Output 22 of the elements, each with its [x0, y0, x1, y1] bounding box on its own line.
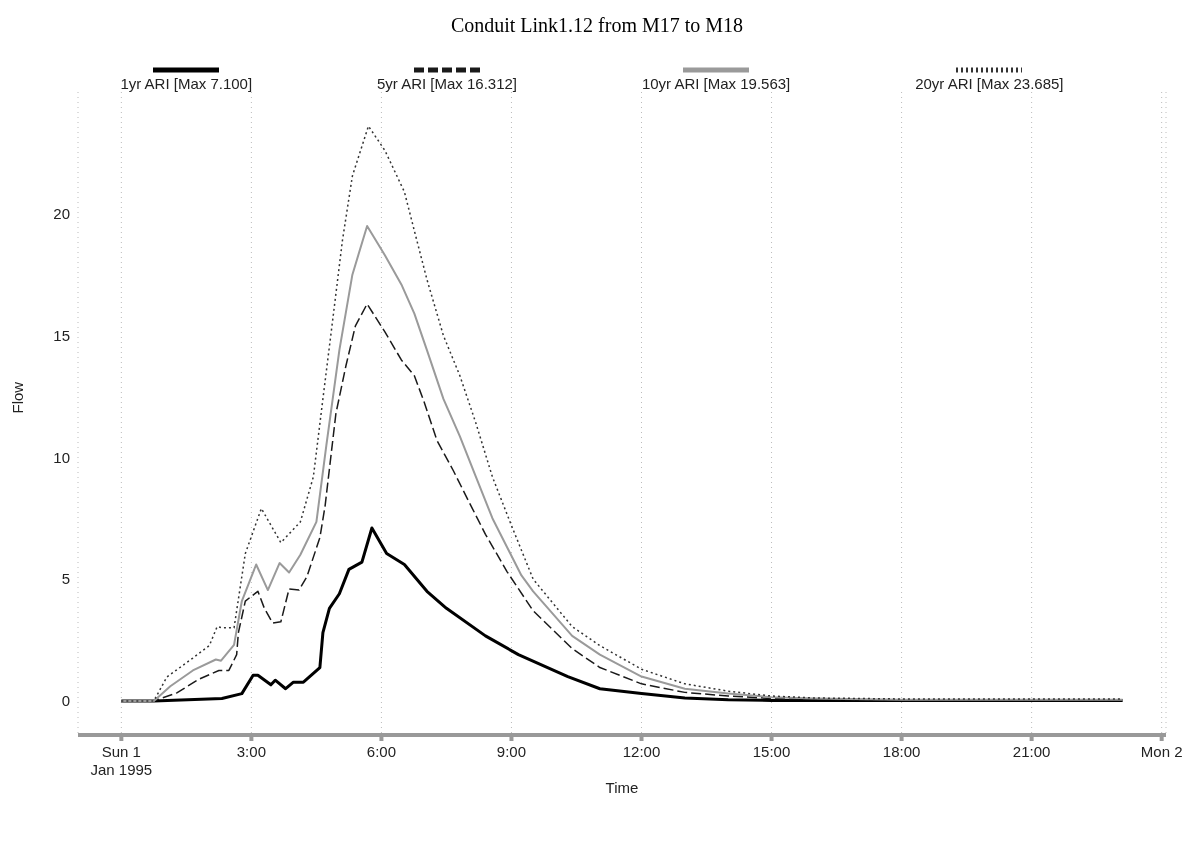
x-tick-label: 18:00 — [882, 743, 921, 760]
y-tick-label: 15 — [53, 326, 70, 344]
x-tick-label: 9:00 — [496, 743, 527, 760]
x-tick-label: Sun 1 Jan 1995 — [90, 743, 153, 778]
y-tick-label: 20 — [53, 205, 70, 223]
y-tick-label: 10 — [53, 448, 70, 466]
x-tick-label: 15:00 — [752, 743, 791, 760]
legend-label: 1yr ARI [Max 7.100] — [120, 75, 253, 92]
x-tick-label: Mon 2 — [1140, 743, 1183, 760]
x-axis-title: Time — [605, 779, 639, 796]
line-series — [120, 224, 1124, 702]
legend-label: 5yr ARI [Max 16.312] — [376, 75, 518, 92]
x-tick-label: 21:00 — [1012, 743, 1051, 760]
legend-label: 10yr ARI [Max 19.563] — [641, 75, 791, 92]
x-tick-label: 12:00 — [622, 743, 661, 760]
x-tick-label: 6:00 — [366, 743, 397, 760]
y-tick-label: 0 — [61, 692, 70, 710]
y-axis-title: Flow — [9, 381, 27, 414]
y-tick-label: 5 — [61, 570, 70, 588]
legend-label: 20yr ARI [Max 23.685] — [915, 75, 1064, 92]
x-tick-label: 3:00 — [236, 743, 266, 760]
chart-title: Conduit Link1.12 from M17 to M18 — [449, 14, 745, 37]
